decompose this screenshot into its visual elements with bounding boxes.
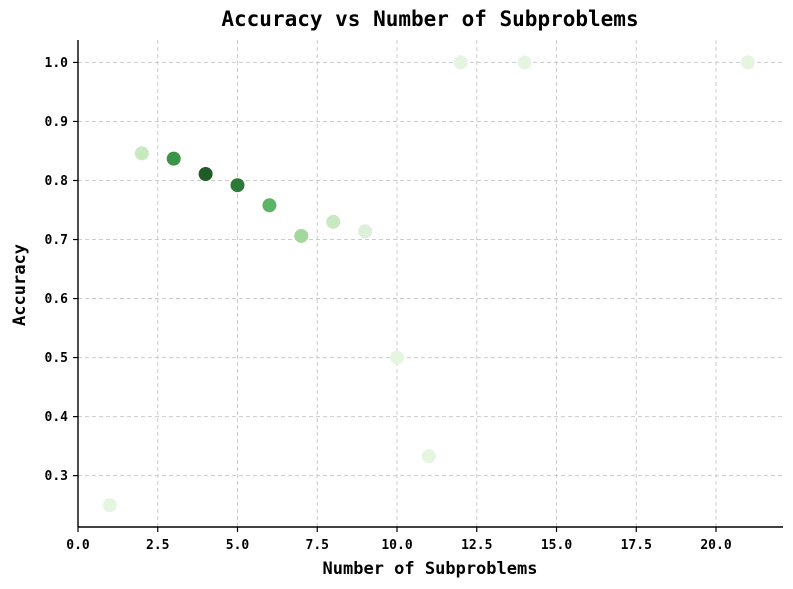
data-point	[166, 151, 181, 166]
x-tick-label: 15.0	[541, 538, 572, 553]
x-axis-ticks: 0.0 2.5 5.0 7.5 10.0 12.5 15.0 17.5 20.0	[66, 527, 732, 553]
data-point	[326, 214, 341, 229]
x-axis-label: Number of Subproblems	[323, 559, 538, 579]
chart-title: Accuracy vs Number of Subproblems	[221, 7, 638, 31]
x-tick-label: 20.0	[700, 538, 731, 553]
data-point	[198, 166, 213, 181]
data-point	[134, 146, 149, 161]
grid-lines	[78, 40, 783, 527]
x-tick-label: 0.0	[66, 538, 90, 553]
x-tick-label: 7.5	[306, 538, 329, 553]
data-point	[453, 55, 468, 70]
data-point	[740, 55, 755, 70]
y-tick-label: 0.4	[45, 410, 69, 425]
data-point	[517, 55, 532, 70]
y-tick-label: 0.7	[45, 233, 68, 248]
data-point	[390, 350, 405, 365]
y-tick-label: 1.0	[45, 56, 69, 71]
y-axis-ticks: 0.3 0.4 0.5 0.6 0.7 0.8 0.9 1.0	[45, 56, 78, 484]
x-tick-label: 5.0	[226, 538, 250, 553]
data-point	[262, 198, 277, 213]
y-tick-label: 0.3	[45, 469, 68, 484]
data-point	[230, 178, 245, 193]
data-point	[421, 449, 436, 464]
x-tick-label: 2.5	[146, 538, 169, 553]
x-tick-label: 17.5	[621, 538, 652, 553]
y-tick-label: 0.5	[45, 351, 68, 366]
data-points	[102, 55, 755, 513]
y-tick-label: 0.6	[45, 292, 69, 307]
y-axis-label: Accuracy	[10, 244, 30, 326]
data-point	[294, 228, 309, 243]
x-tick-label: 10.0	[381, 538, 412, 553]
y-tick-label: 0.8	[45, 174, 69, 189]
data-point	[102, 498, 117, 513]
y-tick-label: 0.9	[45, 115, 68, 130]
x-tick-label: 12.5	[461, 538, 492, 553]
data-point	[358, 224, 373, 239]
